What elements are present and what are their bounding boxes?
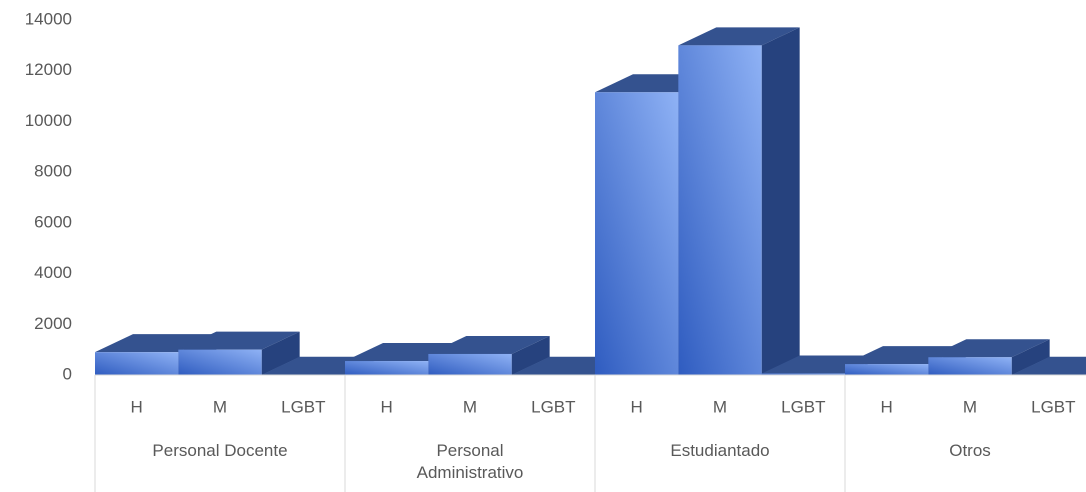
group-label: Otros <box>949 441 991 460</box>
x-tick-label: M <box>963 397 977 416</box>
x-tick-label: M <box>713 397 727 416</box>
x-tick-label: H <box>631 397 643 416</box>
x-tick-label: LGBT <box>1031 397 1075 416</box>
bar-front <box>595 92 679 376</box>
x-tick-label: H <box>881 397 893 416</box>
y-tick-label: 10000 <box>25 111 72 130</box>
y-tick-label: 0 <box>63 364 72 383</box>
x-tick-label: H <box>131 397 143 416</box>
bar-top <box>1011 356 1086 375</box>
bar-side <box>1011 339 1050 375</box>
bar-side <box>261 331 300 375</box>
bar <box>428 335 550 375</box>
group-label: Personal Docente <box>152 441 288 460</box>
y-tick-label: 6000 <box>34 212 72 231</box>
bar-top <box>428 335 550 354</box>
bar <box>178 331 300 375</box>
y-tick-label: 14000 <box>25 9 72 28</box>
x-tick-label: H <box>381 397 393 416</box>
bar <box>928 339 1050 375</box>
bar-front <box>845 364 929 375</box>
bar-top <box>178 331 300 350</box>
bar-front <box>345 361 429 375</box>
bar-front <box>928 357 1012 375</box>
group-label: Personal Administrativo <box>416 441 524 482</box>
bar-side <box>761 27 800 375</box>
x-tick-label: M <box>463 397 477 416</box>
bar-front <box>95 352 179 375</box>
x-tick-label: LGBT <box>781 397 825 416</box>
x-tick-label: LGBT <box>531 397 575 416</box>
bar-front <box>178 349 262 375</box>
group-label: Estudiantado <box>670 441 770 460</box>
group-label-box: Personal Administrativo <box>416 441 524 482</box>
y-tick-label: 2000 <box>34 314 72 333</box>
y-tick-label: 4000 <box>34 263 72 282</box>
group-label-box: Otros <box>949 441 991 460</box>
y-tick-label: 12000 <box>25 60 72 79</box>
bar-front <box>678 45 762 375</box>
bar-front <box>428 353 512 375</box>
group-label-box: Estudiantado <box>670 441 770 460</box>
bar-side <box>511 335 550 375</box>
bar-front <box>761 373 845 375</box>
x-tick-label: M <box>213 397 227 416</box>
bar-top <box>678 27 800 46</box>
x-tick-label: LGBT <box>281 397 325 416</box>
group-label-box: Personal Docente <box>152 441 288 460</box>
bar-top <box>928 339 1050 358</box>
bar <box>678 27 800 375</box>
y-tick-label: 8000 <box>34 162 72 181</box>
